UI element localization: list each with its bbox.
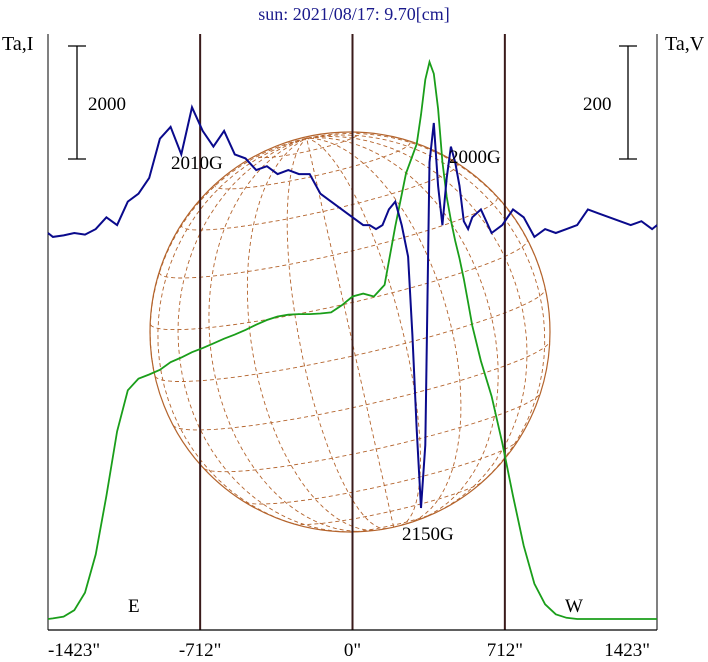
left-axis-label: Ta,I — [2, 33, 33, 55]
east-limb-label: E — [128, 596, 140, 617]
solar-disk-grid — [149, 131, 551, 533]
x-tick-label: 712" — [487, 640, 523, 661]
longitude-line — [306, 136, 528, 512]
x-tick-labels: -1423" -712" 0" 712" 1423" — [48, 640, 650, 661]
annotation-labels: 2010G 2000G 2150G E W — [128, 147, 583, 617]
latitude-line — [245, 441, 518, 505]
latitude-line — [214, 140, 411, 190]
longitude-line — [177, 137, 346, 533]
right-scale-bar-label: 200 — [583, 94, 612, 115]
intensity-series-line — [47, 58, 657, 620]
longitude-line — [306, 137, 462, 525]
scale-bars: 2000 200 — [68, 45, 637, 160]
vertical-markers — [199, 34, 506, 630]
annotation-label: 2150G — [402, 524, 454, 545]
series-lines — [47, 58, 658, 620]
longitude-line — [149, 137, 307, 369]
longitude-line — [306, 132, 544, 282]
longitude-line — [286, 137, 387, 530]
west-limb-label: W — [565, 596, 583, 617]
latitude-line — [172, 340, 551, 431]
longitude-line — [208, 137, 365, 532]
longitude-line — [306, 137, 421, 526]
polarization-series-line — [47, 104, 658, 509]
chart-title: sun: 2021/08/17: 9.70[cm] — [258, 4, 450, 24]
x-tick-label: 0" — [344, 640, 361, 661]
longitude-line — [306, 134, 546, 487]
annotation-label: 2000G — [449, 147, 501, 168]
latitude-line — [293, 481, 484, 526]
latitude-line — [180, 162, 458, 231]
left-scale-bar-label: 2000 — [88, 94, 126, 115]
latitude-line — [158, 196, 498, 279]
annotation-label: 2010G — [171, 153, 223, 174]
plot-frame — [47, 34, 658, 631]
longitude-line — [157, 137, 307, 527]
longitude-line — [306, 137, 499, 520]
right-axis-label: Ta,V — [665, 33, 705, 55]
x-tick-label: 1423" — [604, 640, 650, 661]
x-tick-label: -712" — [179, 640, 222, 661]
latitude-line — [203, 393, 541, 473]
x-tick-label: -1423" — [48, 640, 100, 661]
longitude-line — [306, 138, 395, 528]
longitude-line — [246, 137, 381, 531]
